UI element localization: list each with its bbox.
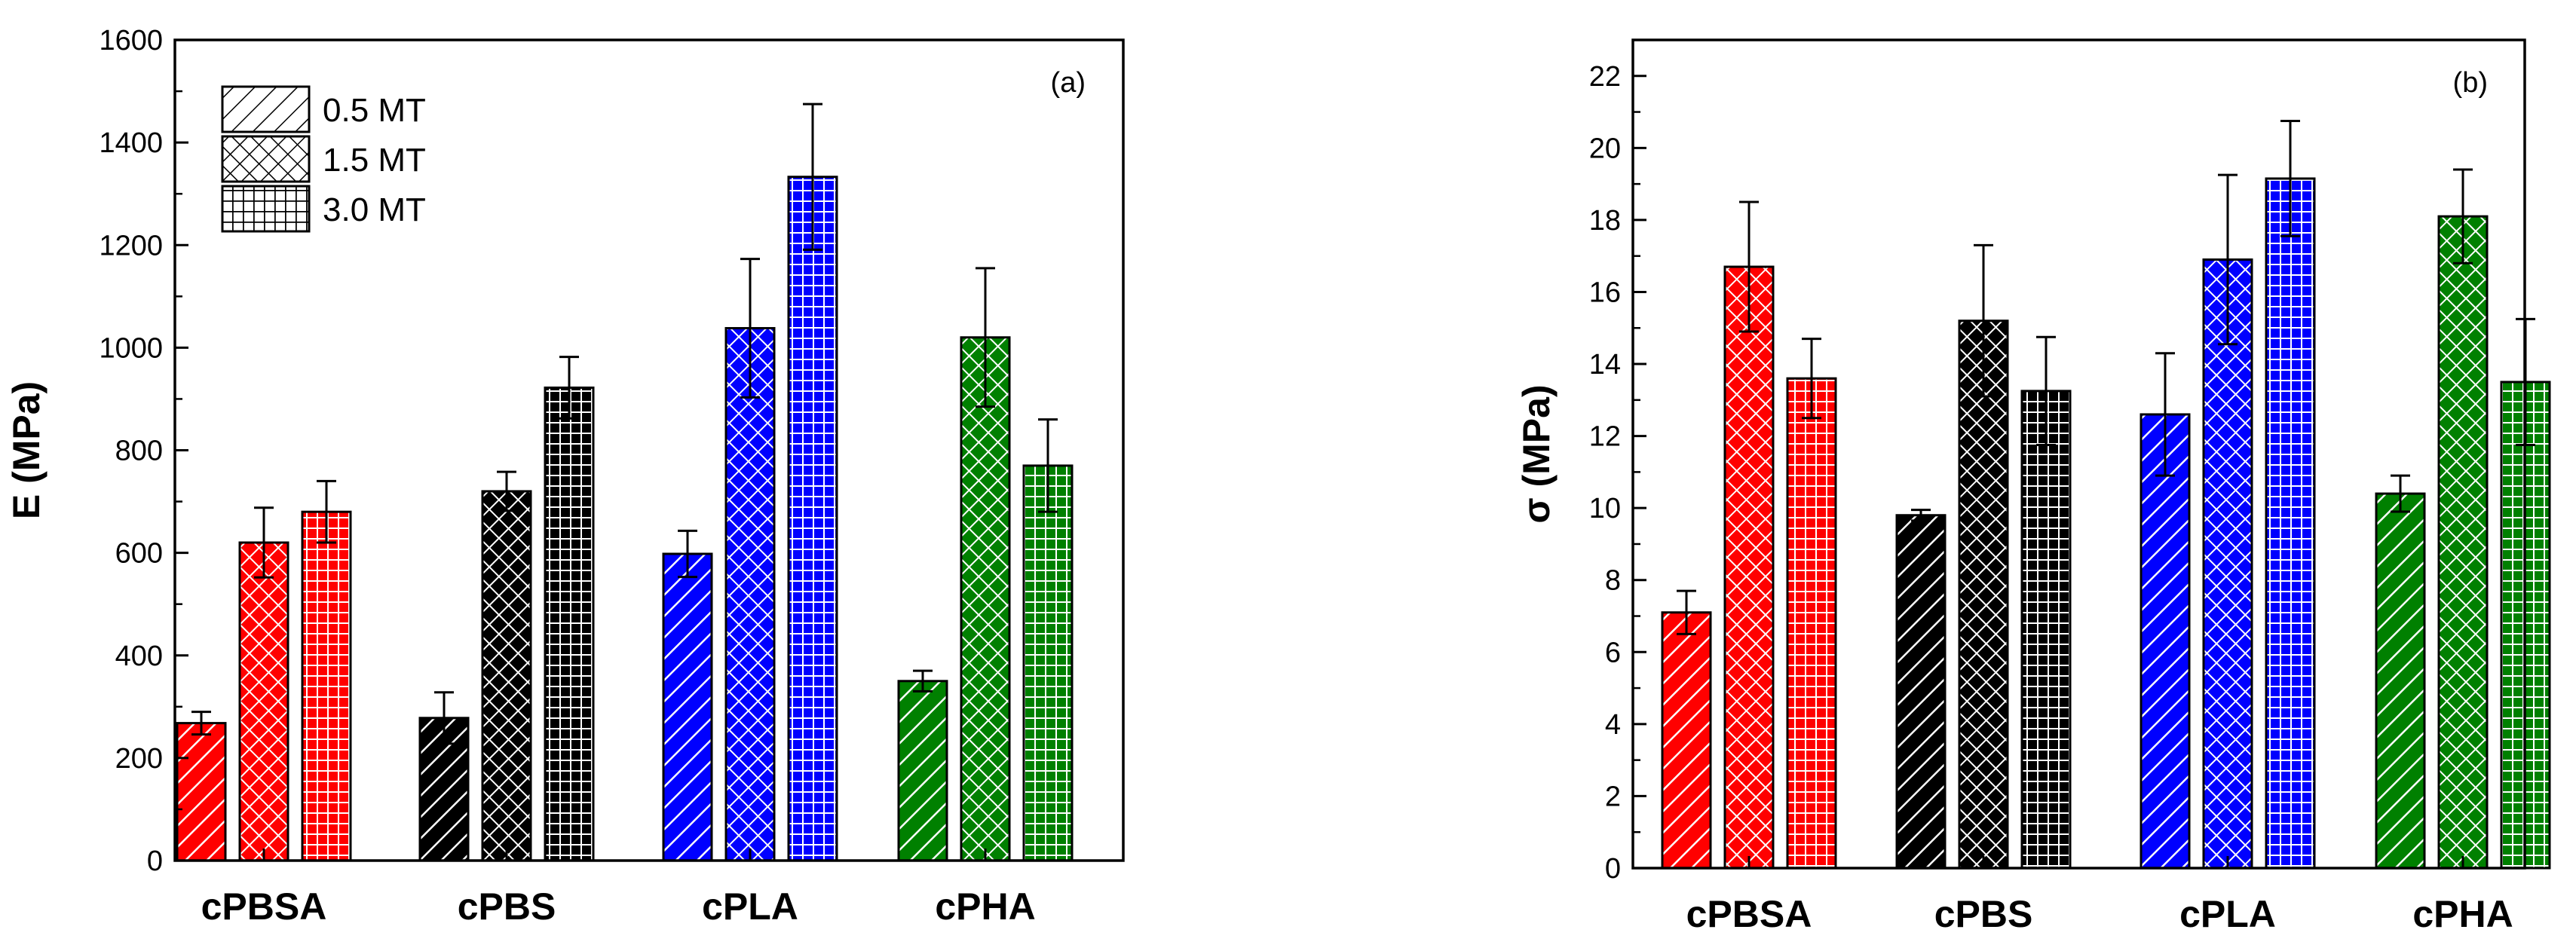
bar-pattern-cpbsa-0	[1661, 611, 1712, 870]
bar-pattern-cpbs-2	[2020, 390, 2072, 870]
y-tick-label: 10	[1589, 493, 1621, 524]
x-category-label: cPBS	[1934, 893, 2033, 935]
bar-pattern-cpha-0	[2375, 492, 2426, 870]
legend-label: 0.5 MT	[323, 92, 426, 129]
bar-pattern-cpla-0	[2140, 413, 2191, 870]
y-tick-label: 1400	[99, 127, 163, 159]
x-category-label: cPBS	[458, 885, 556, 928]
bar-pattern-cpbsa-1	[1723, 265, 1775, 870]
x-category-label: cPHA	[935, 885, 1035, 928]
y-tick-label: 4	[1605, 709, 1621, 741]
x-category-label: cPBSA	[1686, 893, 1812, 935]
legend-swatch	[221, 85, 311, 133]
y-tick-label: 8	[1605, 565, 1621, 597]
y-tick-label: 1200	[99, 230, 163, 261]
bar-pattern-cpbsa-2	[1786, 377, 1837, 870]
bar-pattern-cpbs-2	[544, 386, 595, 862]
y-tick-label: 200	[115, 743, 163, 775]
bar-pattern-cpha-0	[897, 680, 948, 862]
bar-pattern-cpbsa-1	[238, 541, 289, 862]
bar-pattern-cpla-1	[2202, 258, 2253, 870]
y-tick-label: 0	[147, 846, 163, 877]
x-category-label: cPLA	[2179, 893, 2276, 935]
y-tick-label: 0	[1605, 853, 1621, 885]
bar-pattern-cpha-1	[2437, 215, 2489, 870]
bar-pattern-cpla-2	[787, 176, 838, 862]
y-tick-label: 16	[1589, 277, 1621, 308]
y-axis-title: E (MPa)	[5, 381, 47, 519]
chart-panel-b: 0 2 4 6 8 10 12 14 16 18 20 22 cPBSA cPBS cPLA cPHA σ (M…	[1515, 38, 2551, 935]
x-category-label: cPBSA	[201, 885, 327, 928]
y-tick-label: 1000	[99, 332, 163, 364]
x-category-label: cPHA	[2412, 893, 2513, 935]
bar-pattern-cpha-1	[960, 336, 1011, 862]
y-tick-label: 600	[115, 538, 163, 570]
bar-pattern-cpha-2	[1022, 464, 1074, 862]
y-tick-label: 1600	[99, 25, 163, 57]
bar-pattern-cpla-1	[724, 327, 776, 862]
y-tick-label: 14	[1589, 349, 1621, 381]
legend-swatch	[221, 135, 311, 183]
panel-label: (a)	[1051, 67, 1086, 99]
bar-pattern-cpbsa-0	[176, 722, 227, 862]
bar-pattern-cpla-0	[662, 552, 713, 862]
legend-label: 3.0 MT	[323, 191, 426, 228]
y-tick-label: 6	[1605, 637, 1621, 668]
legend-swatch	[221, 185, 311, 233]
plot-frame	[1631, 38, 2526, 870]
y-tick-label: 18	[1589, 205, 1621, 237]
y-tick-label: 12	[1589, 421, 1621, 453]
chart-panel-a: 0 200 400 600 800 1000 1200 1400 1600 cPBSA cPBS cP…	[5, 25, 1125, 928]
bar-pattern-cpbsa-2	[301, 510, 352, 862]
y-tick-label: 20	[1589, 133, 1621, 164]
y-tick-label: 22	[1589, 61, 1621, 93]
panel-label: (b)	[2453, 67, 2488, 99]
y-tick-label: 800	[115, 436, 163, 467]
x-category-label: cPLA	[702, 885, 798, 928]
legend-label: 1.5 MT	[323, 142, 426, 179]
bar-pattern-cpla-2	[2265, 177, 2316, 870]
y-tick-label: 400	[115, 641, 163, 672]
y-tick-label: 2	[1605, 781, 1621, 812]
bar-pattern-cpbs-0	[1895, 514, 1947, 870]
bar-pattern-cpbs-1	[481, 490, 532, 862]
y-axis-title: σ (MPa)	[1515, 384, 1558, 523]
bar-pattern-cpbs-1	[1958, 320, 2009, 870]
